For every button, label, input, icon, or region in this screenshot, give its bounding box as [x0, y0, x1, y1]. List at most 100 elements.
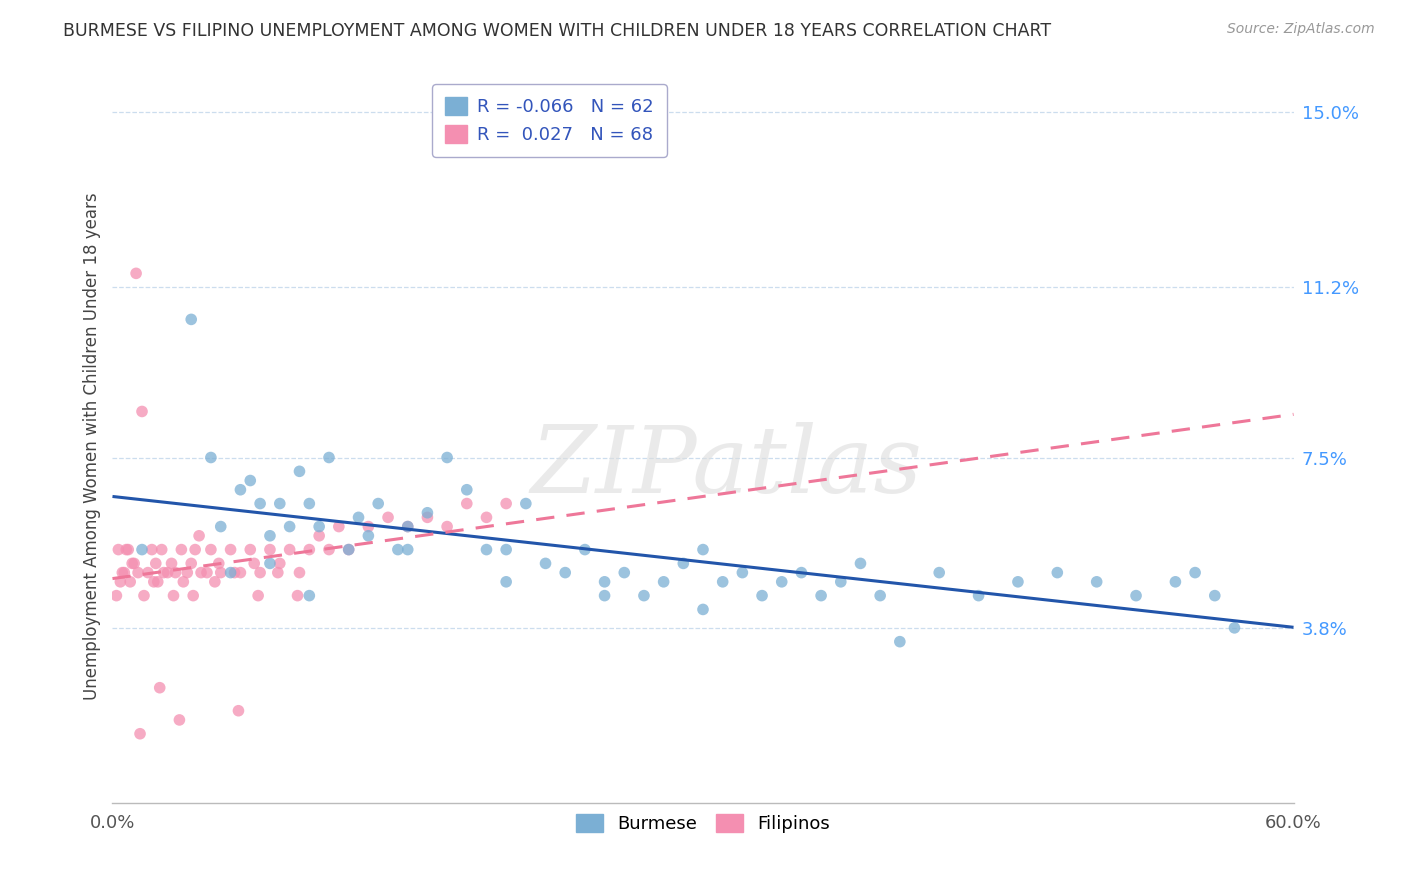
Burmese — [200, 450, 222, 465]
Burmese — [269, 497, 291, 511]
Filipinos — [149, 681, 172, 695]
Filipinos — [243, 557, 266, 571]
Legend: Burmese, Filipinos: Burmese, Filipinos — [569, 806, 837, 840]
Filipinos — [105, 589, 128, 603]
Filipinos — [121, 557, 143, 571]
Filipinos — [156, 566, 179, 580]
Burmese — [308, 519, 330, 533]
Burmese — [692, 542, 714, 557]
Burmese — [593, 574, 616, 589]
Burmese — [830, 574, 852, 589]
Filipinos — [259, 542, 281, 557]
Filipinos — [112, 566, 135, 580]
Burmese — [259, 557, 281, 571]
Filipinos — [416, 510, 439, 524]
Filipinos — [181, 589, 204, 603]
Burmese — [1046, 566, 1069, 580]
Burmese — [869, 589, 891, 603]
Filipinos — [165, 566, 187, 580]
Filipinos — [267, 566, 290, 580]
Filipinos — [180, 557, 202, 571]
Filipinos — [208, 557, 231, 571]
Burmese — [731, 566, 754, 580]
Filipinos — [176, 566, 198, 580]
Burmese — [278, 519, 301, 533]
Filipinos — [396, 519, 419, 533]
Burmese — [554, 566, 576, 580]
Filipinos — [308, 529, 330, 543]
Burmese — [1085, 574, 1108, 589]
Burmese — [810, 589, 832, 603]
Burmese — [357, 529, 380, 543]
Text: Source: ZipAtlas.com: Source: ZipAtlas.com — [1227, 22, 1375, 37]
Filipinos — [204, 574, 226, 589]
Filipinos — [107, 542, 129, 557]
Burmese — [367, 497, 389, 511]
Filipinos — [195, 566, 218, 580]
Burmese — [849, 557, 872, 571]
Filipinos — [200, 542, 222, 557]
Burmese — [249, 497, 271, 511]
Filipinos — [249, 566, 271, 580]
Text: BURMESE VS FILIPINO UNEMPLOYMENT AMONG WOMEN WITH CHILDREN UNDER 18 YEARS CORREL: BURMESE VS FILIPINO UNEMPLOYMENT AMONG W… — [63, 22, 1052, 40]
Filipinos — [170, 542, 193, 557]
Filipinos — [188, 529, 211, 543]
Filipinos — [115, 542, 138, 557]
Burmese — [613, 566, 636, 580]
Burmese — [337, 542, 360, 557]
Burmese — [219, 566, 242, 580]
Filipinos — [298, 542, 321, 557]
Burmese — [396, 542, 419, 557]
Filipinos — [172, 574, 194, 589]
Burmese — [318, 450, 340, 465]
Filipinos — [475, 510, 498, 524]
Burmese — [209, 519, 232, 533]
Filipinos — [318, 542, 340, 557]
Burmese — [751, 589, 773, 603]
Filipinos — [169, 713, 191, 727]
Burmese — [229, 483, 252, 497]
Burmese — [967, 589, 990, 603]
Burmese — [259, 529, 281, 543]
Filipinos — [357, 519, 380, 533]
Filipinos — [131, 404, 153, 418]
Filipinos — [120, 574, 142, 589]
Burmese — [652, 574, 675, 589]
Filipinos — [111, 566, 134, 580]
Burmese — [387, 542, 409, 557]
Filipinos — [219, 542, 242, 557]
Filipinos — [142, 574, 165, 589]
Burmese — [495, 542, 517, 557]
Burmese — [436, 450, 458, 465]
Burmese — [790, 566, 813, 580]
Filipinos — [229, 566, 252, 580]
Burmese — [475, 542, 498, 557]
Filipinos — [239, 542, 262, 557]
Filipinos — [141, 542, 163, 557]
Filipinos — [456, 497, 478, 511]
Burmese — [396, 519, 419, 533]
Filipinos — [145, 557, 167, 571]
Burmese — [692, 602, 714, 616]
Burmese — [534, 557, 557, 571]
Burmese — [515, 497, 537, 511]
Filipinos — [228, 704, 250, 718]
Filipinos — [125, 266, 148, 280]
Burmese — [593, 589, 616, 603]
Burmese — [889, 634, 911, 648]
Filipinos — [288, 566, 311, 580]
Filipinos — [337, 542, 360, 557]
Filipinos — [278, 542, 301, 557]
Filipinos — [129, 727, 152, 741]
Filipinos — [160, 557, 183, 571]
Burmese — [633, 589, 655, 603]
Burmese — [180, 312, 202, 326]
Burmese — [1184, 566, 1206, 580]
Burmese — [672, 557, 695, 571]
Burmese — [928, 566, 950, 580]
Filipinos — [224, 566, 246, 580]
Filipinos — [110, 574, 132, 589]
Burmese — [711, 574, 734, 589]
Filipinos — [209, 566, 232, 580]
Burmese — [347, 510, 370, 524]
